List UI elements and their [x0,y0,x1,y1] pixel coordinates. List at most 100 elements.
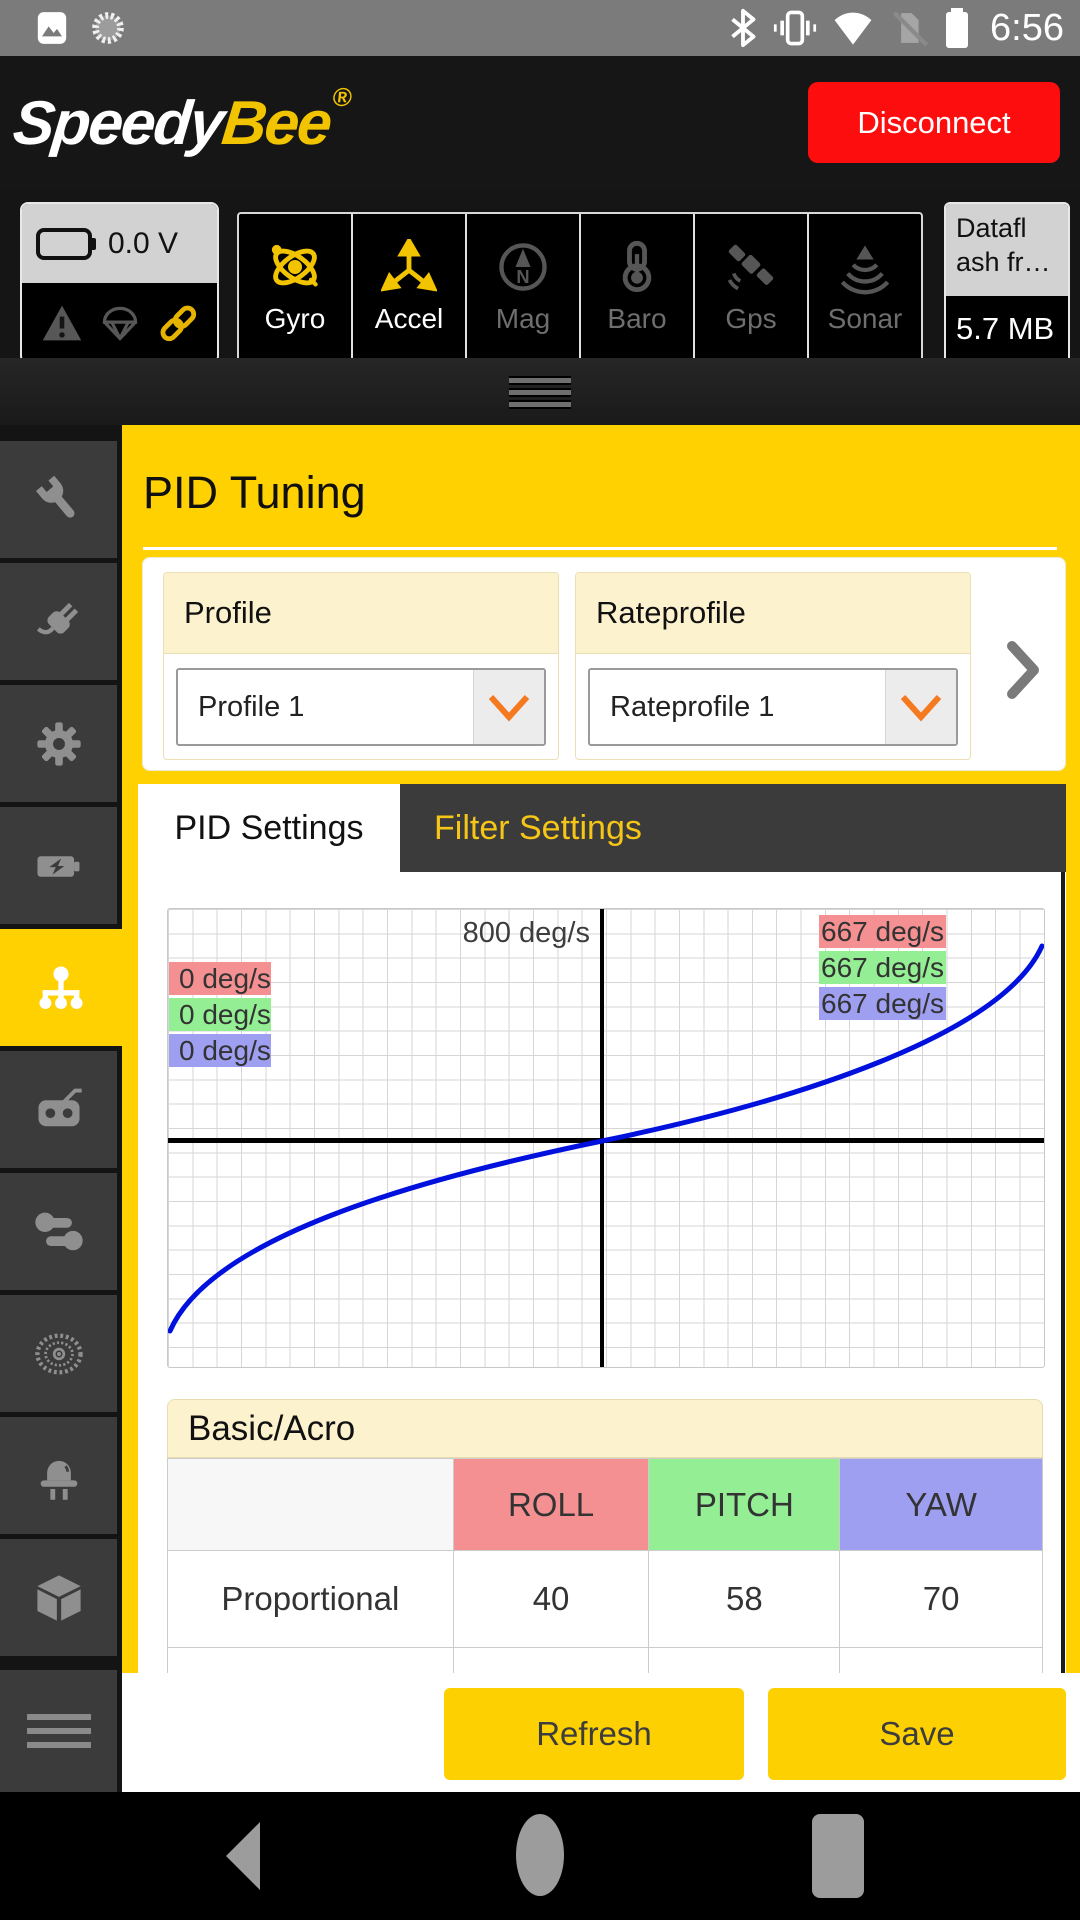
pitch-current-rate-label: 0 deg/s [169,998,271,1031]
drawer-handle-icon[interactable] [509,376,571,409]
column-roll: ROLL [453,1458,650,1551]
sensor-label: Gyro [264,303,326,334]
refresh-button[interactable]: Refresh [444,1688,744,1780]
sensor-label: Mag [495,303,551,334]
proportional-yaw-value[interactable]: 70 [840,1551,1043,1648]
plug-icon [33,596,85,648]
yaw-max-rate-label: 667 deg/s [819,987,946,1020]
sensor-baro: Baro [581,214,695,360]
motor-icon [31,1328,87,1380]
sidebar-item-modes[interactable] [0,1173,117,1290]
corner-cell [168,1458,454,1551]
blackbox-icon [32,1572,86,1624]
android-nav-bar [0,1792,1080,1920]
back-icon[interactable] [222,1820,262,1892]
battery-charge-icon [31,840,87,892]
sidebar-item-led[interactable] [0,1417,117,1534]
sidebar-item-blackbox[interactable] [0,1539,117,1656]
sensor-label: Accel [374,303,444,334]
page-title: PID Tuning [143,467,366,518]
rate-curve-line [168,943,1044,1334]
row-label: Proportional [168,1551,454,1648]
gps-icon [723,239,779,295]
pid-tuning-icon [33,962,89,1014]
proportional-pitch-value[interactable]: 58 [649,1551,841,1648]
tab-pid-settings[interactable]: PID Settings [138,784,400,872]
no-sim-icon [888,7,930,49]
section-basic-acro: Basic/Acro [167,1399,1043,1458]
chevron-down-icon [473,670,544,744]
battery-voltage: 0.0 V [108,226,179,260]
bluetooth-icon [726,7,760,49]
profile-panel: Profile Profile 1 [163,572,559,760]
chevron-right-icon[interactable] [1006,641,1040,699]
sidebar-item-motors[interactable] [0,1295,117,1412]
scrollbar[interactable] [1061,872,1065,1673]
sensor-label: Sonar [827,303,903,334]
sensor-sonar: Sonar [809,214,921,360]
pid-tuning-page: PID Tuning Profile Profile 1 Rateprofile… [122,425,1080,1673]
table-row-proportional: Proportional 40 58 70 [167,1551,1043,1648]
hamburger-icon [26,1714,91,1748]
sensor-accel: Accel [353,214,467,360]
modes-icon [31,1208,87,1256]
rateprofile-panel: Rateprofile Rateprofile 1 [575,572,971,760]
dataflash-free-space: 5.7 MB [956,311,1055,346]
chevron-down-icon [885,670,956,744]
sidebar-item-power[interactable] [0,807,117,924]
battery-status-box: 0.0 V [20,202,219,364]
settings-tabs: PID Settings Filter Settings [138,784,1066,872]
sensor-label: Gps [725,303,777,334]
table-header-row: ROLL PITCH YAW [167,1458,1043,1551]
home-icon[interactable] [516,1814,564,1896]
pid-settings-panel: 800 deg/s 667 deg/s 667 deg/s 667 deg/s … [138,872,1066,1673]
warning-icon [39,301,85,345]
rateprofile-select-value: Rateprofile 1 [610,690,775,723]
svg-text:N: N [516,266,529,287]
proportional-roll-value[interactable]: 40 [453,1551,650,1648]
sonar-icon [837,239,893,295]
sidebar-item-setup[interactable] [0,441,117,558]
sidebar-item-configuration[interactable] [0,685,117,802]
rate-curve-chart: 800 deg/s 667 deg/s 667 deg/s 667 deg/s … [167,908,1045,1368]
dataflash-box: Datafl ash fr… 5.7 MB [944,202,1070,364]
led-icon [32,1450,86,1502]
pitch-max-rate-label: 667 deg/s [819,951,946,984]
baro-icon [609,239,665,295]
registered-mark: ® [331,82,354,112]
sidebar-item-menu[interactable] [0,1670,117,1792]
column-yaw: YAW [840,1458,1043,1551]
link-icon [155,300,201,346]
profile-select[interactable]: Profile 1 [176,668,546,746]
table-row-partial [167,1648,1043,1673]
roll-max-rate-label: 667 deg/s [819,915,946,948]
rateprofile-label: Rateprofile [576,573,970,654]
yaw-current-rate-label: 0 deg/s [169,1034,271,1067]
sidebar-item-pid-tuning[interactable] [0,929,122,1046]
mag-icon: N [495,239,551,295]
android-status-bar: 6:56 [0,0,1080,56]
sidebar-item-receiver[interactable] [0,1051,117,1168]
gyro-icon [267,239,323,295]
disconnect-button[interactable]: Disconnect [808,82,1060,163]
rateprofile-select[interactable]: Rateprofile 1 [588,668,958,746]
save-button[interactable]: Save [768,1688,1066,1780]
spinner-icon [88,8,128,48]
recents-icon[interactable] [812,1814,864,1898]
gear-icon [33,718,85,770]
profile-card: Profile Profile 1 Rateprofile Rateprofil… [142,557,1066,771]
sensor-status-bar: 0.0 V Gyro [0,190,1080,425]
sensor-mag: N Mag [467,214,581,360]
sensor-gps: Gps [695,214,809,360]
tab-filter-settings[interactable]: Filter Settings [400,784,1066,872]
sensor-group: Gyro Accel N Mag Baro [237,212,923,362]
sidebar-item-ports[interactable] [0,563,117,680]
receiver-icon [32,1084,86,1136]
roll-current-rate-label: 0 deg/s [169,962,271,995]
chart-max-rate-label: 800 deg/s [462,917,590,949]
profile-label: Profile [164,573,558,654]
wifi-icon [830,7,876,49]
profile-select-value: Profile 1 [198,690,305,723]
photo-notification-icon [32,8,72,48]
